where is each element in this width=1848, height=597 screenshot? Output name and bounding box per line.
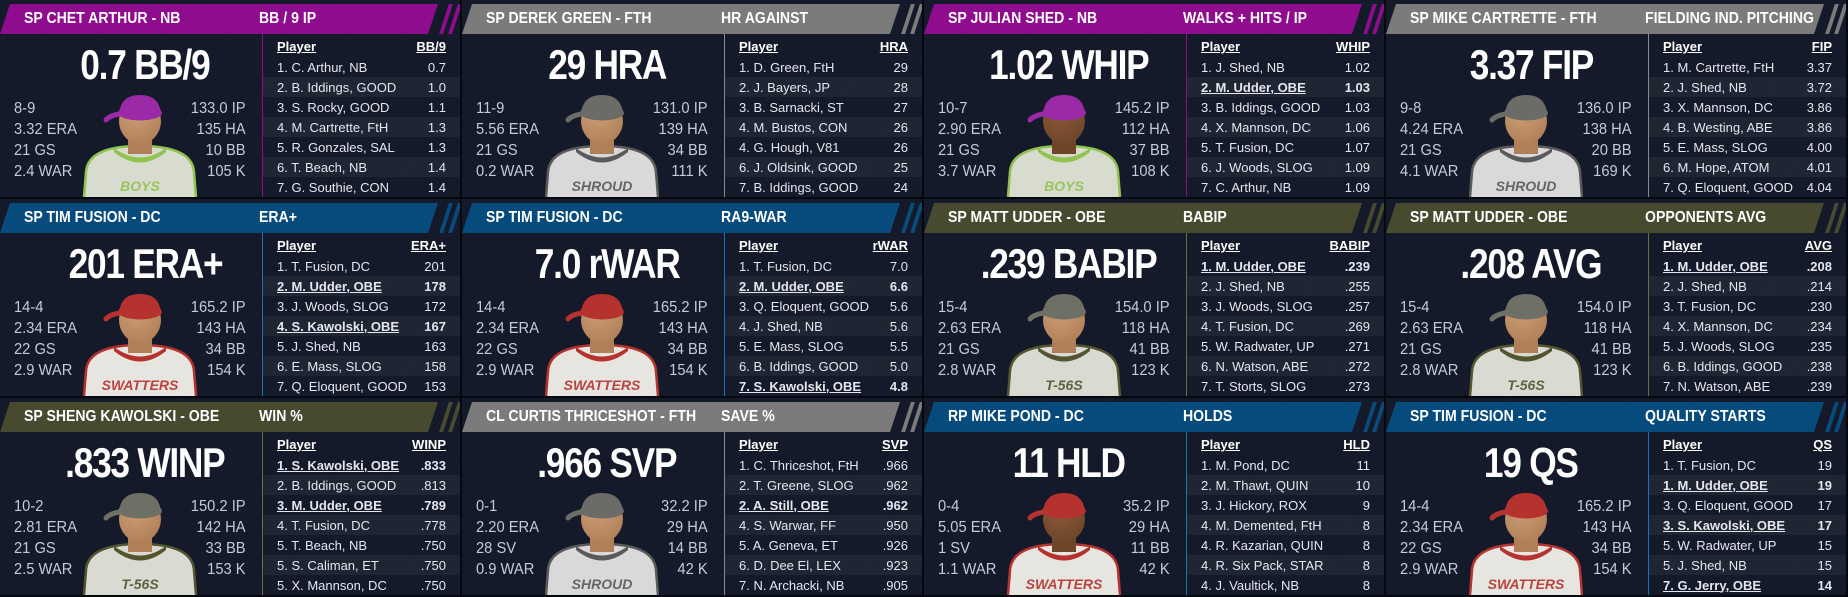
svg-text:T-56S: T-56S [1045,377,1083,393]
svg-text:SHROUD: SHROUD [572,576,633,592]
svg-text:BOYS: BOYS [120,178,160,194]
svg-text:SWATTERS: SWATTERS [1488,576,1565,592]
svg-text:T-56S: T-56S [121,576,159,592]
svg-text:SWATTERS: SWATTERS [1026,576,1103,592]
svg-text:SHROUD: SHROUD [572,178,633,194]
svg-text:SHROUD: SHROUD [1496,178,1557,194]
svg-text:BOYS: BOYS [1044,178,1084,194]
svg-text:SWATTERS: SWATTERS [564,377,641,393]
svg-text:T-56S: T-56S [1507,377,1545,393]
svg-text:SWATTERS: SWATTERS [102,377,179,393]
